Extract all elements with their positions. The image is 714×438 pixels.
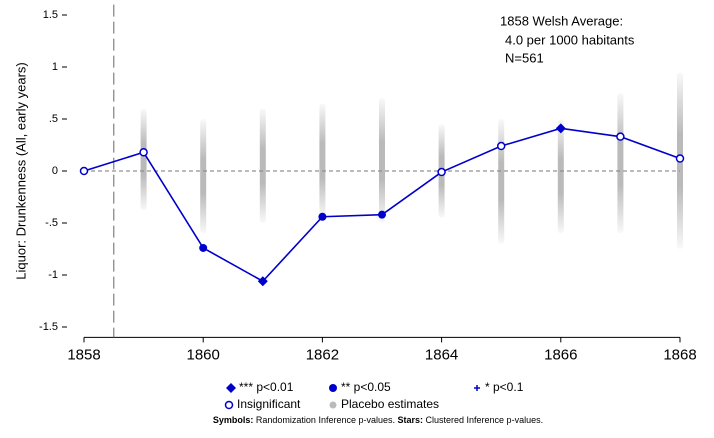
marker-open	[139, 148, 148, 157]
marker-diamond	[226, 383, 236, 393]
plot-area: -1.5 -1 -.5 0 .5 1 1.5 1858 1860 1862 1864 1866 1868	[39, 4, 697, 363]
y-tick-label: -1	[48, 269, 58, 281]
marker-open	[675, 154, 685, 163]
x-tick-label: 1864	[425, 346, 458, 363]
legend-label: Placebo estimates	[341, 397, 439, 411]
marker-open	[616, 132, 625, 141]
annotation: N=561	[505, 50, 544, 65]
annotation: 4.0 per 1000 habitants	[505, 32, 635, 47]
y-tick-label: 1	[52, 61, 58, 73]
legend-label: ** p<0.05	[341, 380, 391, 394]
placebo-range	[379, 98, 385, 223]
marker-open	[437, 167, 446, 177]
placebo-range	[140, 108, 147, 211]
marker-diamond	[257, 276, 268, 287]
marker-circle	[378, 210, 386, 219]
y-axis-label: Liquor: Drunkenness (All, early years)	[13, 62, 28, 279]
marker-plus	[474, 385, 480, 391]
placebo-range	[617, 93, 624, 234]
marker-circle	[329, 384, 337, 392]
y-tick-label: -1.5	[39, 321, 58, 333]
placebo-range	[557, 119, 564, 234]
placebo-range	[319, 103, 326, 218]
footnote-part: Clustered Inference p-values.	[423, 415, 543, 425]
marker-diamond	[555, 123, 566, 134]
x-tick-label: 1866	[544, 346, 577, 363]
x-tick-label: 1862	[306, 346, 339, 363]
legend-label: * p<0.1	[485, 380, 524, 394]
marker-placebo	[329, 401, 337, 409]
footnote: Symbols: Randomization Inference p-value…	[213, 415, 543, 425]
x-tick-label: 1860	[187, 346, 220, 363]
footnote-part: Symbols:	[213, 415, 254, 425]
y-tick-label: .5	[49, 113, 58, 125]
placebo-range	[259, 108, 266, 223]
x-tick-label: 1858	[67, 346, 100, 363]
x-tick-label: 1868	[663, 346, 696, 363]
marker-open	[79, 166, 89, 176]
footnote-part: Stars:	[398, 415, 424, 425]
footnote-part: Randomization Inference p-values.	[253, 415, 397, 425]
marker-circle	[318, 212, 327, 221]
legend: *** p<0.01 ** p<0.05 * p<0.1 Insignificant P…	[224, 380, 524, 411]
marker-open	[224, 400, 234, 410]
placebo-range	[200, 119, 207, 234]
marker-circle	[199, 243, 208, 252]
annotation: 1858 Welsh Average:	[500, 13, 623, 28]
placebo-range	[498, 119, 505, 244]
legend-label: Insignificant	[237, 397, 301, 411]
marker-open	[496, 141, 506, 151]
legend-label: *** p<0.01	[239, 380, 294, 394]
y-tick-label: 0	[52, 165, 58, 177]
y-tick-label: -.5	[45, 217, 58, 229]
y-tick-label: 1.5	[43, 9, 58, 21]
